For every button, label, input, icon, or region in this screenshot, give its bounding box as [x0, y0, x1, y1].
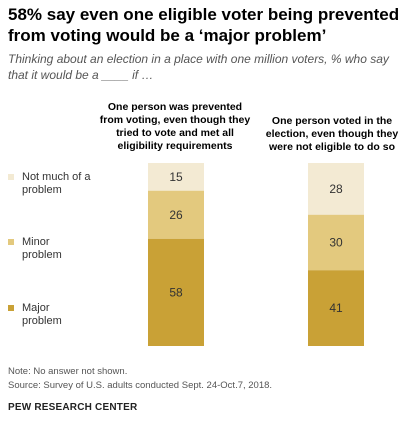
- chart-title: 58% say even one eligible voter being pr…: [8, 5, 400, 45]
- bar-ineligible-not-much: [308, 163, 364, 215]
- source-text: Source: Survey of U.S. adults conducted …: [8, 380, 273, 391]
- data-label-ineligible-minor: 30: [329, 235, 343, 249]
- data-label-ineligible-not-much: 28: [329, 182, 343, 196]
- legend-label-minor: Minor problem: [22, 236, 62, 261]
- column-header-prevented: One person was prevented from voting, ev…: [99, 101, 251, 152]
- column-header-ineligible: One person voted in the election, even t…: [265, 115, 399, 153]
- bar-ineligible-major: [308, 270, 364, 346]
- bar-ineligible-minor: [308, 214, 364, 271]
- chart-subtitle: Thinking about an election in a place wi…: [8, 52, 389, 82]
- data-label-ineligible-major: 41: [329, 301, 343, 315]
- note-text: Note: No answer not shown.: [8, 366, 128, 377]
- bar-prevented-not-much: [148, 163, 204, 191]
- bar-prevented-major: [148, 238, 204, 346]
- bar-prevented-minor: [148, 190, 204, 239]
- organization-name: PEW RESEARCH CENTER: [8, 402, 138, 413]
- legend-swatch-not-much: [8, 174, 14, 180]
- data-label-prevented-not-much: 15: [169, 170, 183, 184]
- legend-label-not-much: Not much of a problem: [22, 171, 91, 196]
- legend-swatch-minor: [8, 239, 14, 245]
- legend-label-major: Major problem: [22, 302, 62, 327]
- legend-swatch-major: [8, 305, 14, 311]
- data-label-prevented-minor: 26: [169, 208, 183, 222]
- data-label-prevented-major: 58: [169, 285, 183, 299]
